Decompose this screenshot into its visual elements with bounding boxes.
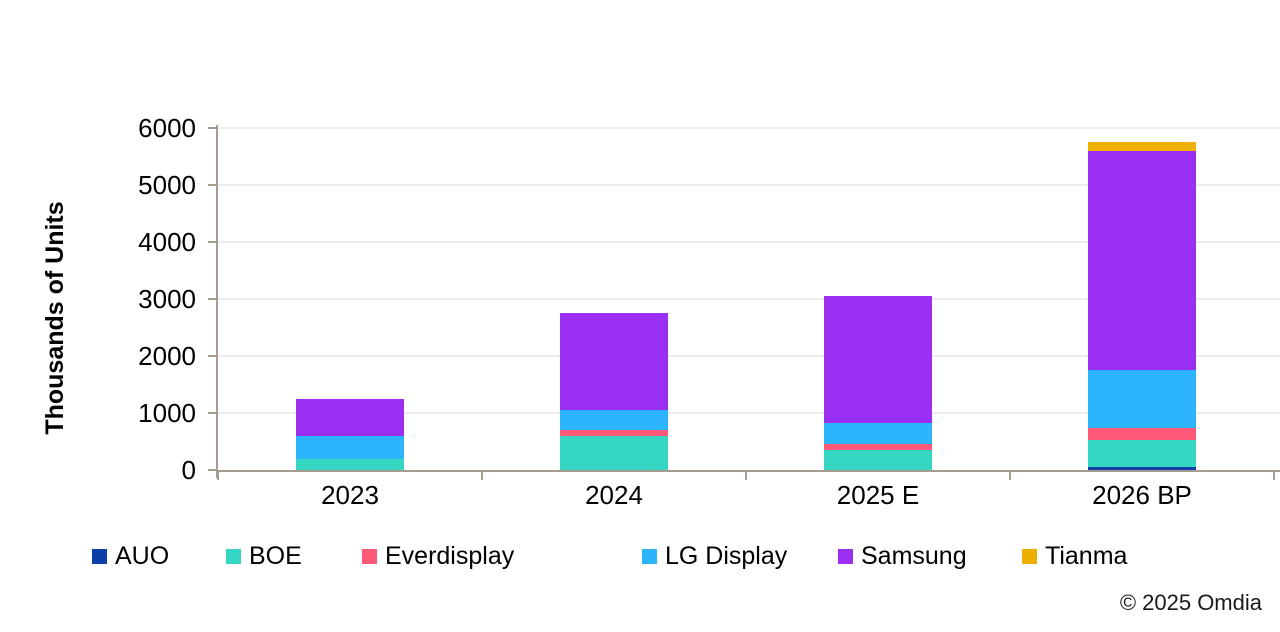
gridline (218, 298, 1280, 300)
legend-label: LG Display (665, 542, 788, 570)
x-axis-tick (481, 472, 483, 480)
legend-swatch-icon (92, 548, 107, 564)
y-axis-tick (208, 298, 217, 300)
gridline (218, 241, 1280, 243)
legend: AUO BOE Everdisplay LG Display Samsung Tianma (0, 540, 1280, 572)
y-axis-tick-label: 6000 (138, 113, 196, 143)
gridline (218, 355, 1280, 357)
x-axis-tick (1009, 472, 1011, 480)
y-axis-title: Thousands of Units (41, 201, 69, 435)
legend-label: Samsung (861, 542, 967, 570)
y-axis-tick (208, 184, 217, 186)
bar-segment-everdisplay (560, 430, 668, 436)
y-axis-tick-label: 1000 (138, 398, 196, 428)
bar-2025 E (824, 128, 932, 470)
legend-label: Everdisplay (385, 542, 515, 570)
bar-segment-auo (1088, 467, 1196, 470)
gridline (218, 184, 1280, 186)
bar-segment-tianma (1088, 141, 1196, 151)
legend-swatch-icon (226, 548, 241, 564)
bar-segment-boe (296, 458, 404, 470)
legend-item-samsung: Samsung (838, 540, 967, 572)
bar-segment-lg-display (1088, 370, 1196, 429)
legend-label: Tianma (1045, 542, 1128, 570)
bar-segment-samsung (824, 295, 932, 423)
y-axis-tick-label: 3000 (138, 284, 196, 314)
legend-item-tianma: Tianma (1022, 540, 1127, 572)
y-axis-tick (208, 241, 217, 243)
x-axis-label: 2023 (321, 480, 379, 510)
legend-item-auo: AUO (92, 540, 169, 572)
plot-area: 0 1000 2000 3000 4000 5000 6000 2023 2024 2025 E 2… (138, 115, 1280, 510)
gridline (218, 127, 1280, 129)
bar-segment-samsung (1088, 150, 1196, 371)
bar-segment-lg-display (560, 410, 668, 431)
bar-segment-everdisplay (1088, 428, 1196, 440)
y-axis-line (216, 125, 218, 478)
x-axis-tick (217, 472, 219, 480)
bar-segment-boe (1088, 439, 1196, 468)
x-axis-line (216, 470, 1280, 472)
y-axis-tick-label: 2000 (138, 341, 196, 371)
bar-segment-samsung (560, 313, 668, 411)
legend-swatch-icon (1022, 548, 1037, 564)
bar-segment-everdisplay (824, 443, 932, 451)
legend-swatch-icon (642, 548, 657, 564)
y-axis-tick-label: 0 (181, 455, 196, 485)
legend-item-everdisplay: Everdisplay (362, 540, 514, 572)
y-axis-tick (208, 127, 217, 129)
legend-label: BOE (249, 542, 302, 570)
bar-2026 BP (1088, 128, 1196, 470)
y-axis-tick (208, 355, 217, 357)
x-axis-tick (1273, 472, 1275, 480)
bar-2024 (560, 128, 668, 470)
legend-label: AUO (115, 542, 170, 570)
bar-segment-boe (824, 450, 932, 470)
legend-swatch-icon (362, 548, 377, 564)
x-axis-tick (745, 472, 747, 480)
y-axis-tick-label: 5000 (138, 170, 196, 200)
legend-swatch-icon (838, 548, 853, 564)
gridline (218, 412, 1280, 414)
bar-2023 (296, 128, 404, 470)
bar-segment-boe (560, 435, 668, 470)
x-axis-label: 2025 E (836, 480, 920, 510)
y-axis-tick-label: 4000 (138, 227, 196, 257)
y-axis-tick (208, 412, 217, 414)
x-axis-label: 2026 BP (1092, 480, 1192, 510)
copyright-text: © 2025 Omdia (1119, 590, 1262, 615)
x-axis-label: 2024 (585, 480, 643, 510)
bar-segment-lg-display (824, 422, 932, 444)
y-axis-tick (208, 469, 217, 471)
bar-segment-samsung (296, 398, 404, 436)
legend-item-lg-display: LG Display (642, 540, 787, 572)
bar-segment-lg-display (296, 435, 404, 459)
legend-item-boe: BOE (226, 540, 302, 572)
